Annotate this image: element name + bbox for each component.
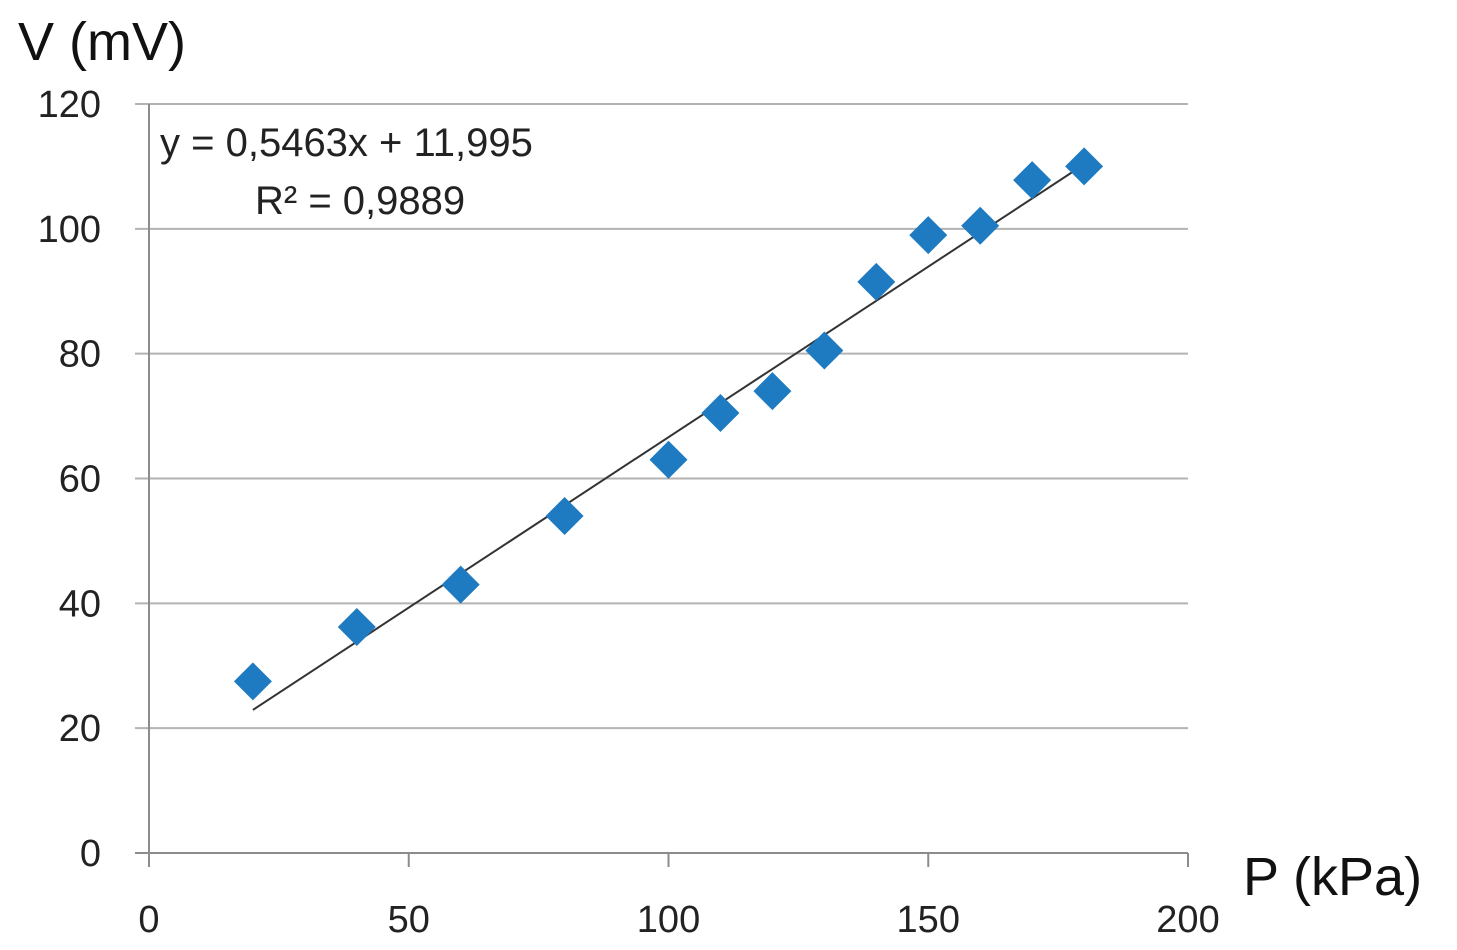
data-point-7	[805, 331, 844, 370]
data-points	[233, 147, 1104, 701]
y-tick-label-80: 80	[59, 334, 101, 376]
data-point-10	[961, 206, 1000, 245]
y-tick-label-0: 0	[80, 833, 101, 875]
data-point-9	[909, 216, 948, 255]
x-tick-label-100: 100	[637, 899, 700, 941]
grid-lines	[135, 103, 1188, 730]
data-point-6	[753, 372, 792, 411]
trendline	[252, 163, 1085, 711]
y-tick-label-120: 120	[38, 84, 101, 126]
x-tick-label-50: 50	[388, 899, 430, 941]
trendline-group	[252, 163, 1085, 711]
x-tick-label-150: 150	[897, 899, 960, 941]
data-point-12	[1065, 147, 1104, 186]
y-tick-label-100: 100	[38, 209, 101, 251]
data-point-11	[1013, 161, 1052, 200]
x-axis-title: P (kPa)	[1243, 847, 1422, 907]
x-axis-ticks: 0 50 100 150 200	[138, 853, 1220, 941]
y-tick-label-60: 60	[59, 459, 101, 501]
data-point-0	[233, 662, 272, 701]
x-tick-label-0: 0	[138, 899, 159, 941]
data-point-5	[701, 393, 740, 432]
data-point-3	[545, 496, 584, 535]
y-axis-ticks: 0 20 40 60 80 100 120	[38, 84, 101, 875]
x-tick-label-200: 200	[1156, 899, 1219, 941]
trendline-r-squared: R² = 0,9889	[255, 179, 465, 223]
data-point-1	[337, 608, 376, 647]
data-point-4	[649, 440, 688, 479]
y-tick-label-40: 40	[59, 583, 101, 625]
data-point-2	[441, 565, 480, 604]
trendline-equation: y = 0,5463x + 11,995	[160, 121, 533, 165]
data-point-8	[857, 262, 896, 301]
y-tick-label-20: 20	[59, 708, 101, 750]
axes	[135, 104, 1188, 854]
y-axis-title: V (mV)	[18, 12, 186, 72]
